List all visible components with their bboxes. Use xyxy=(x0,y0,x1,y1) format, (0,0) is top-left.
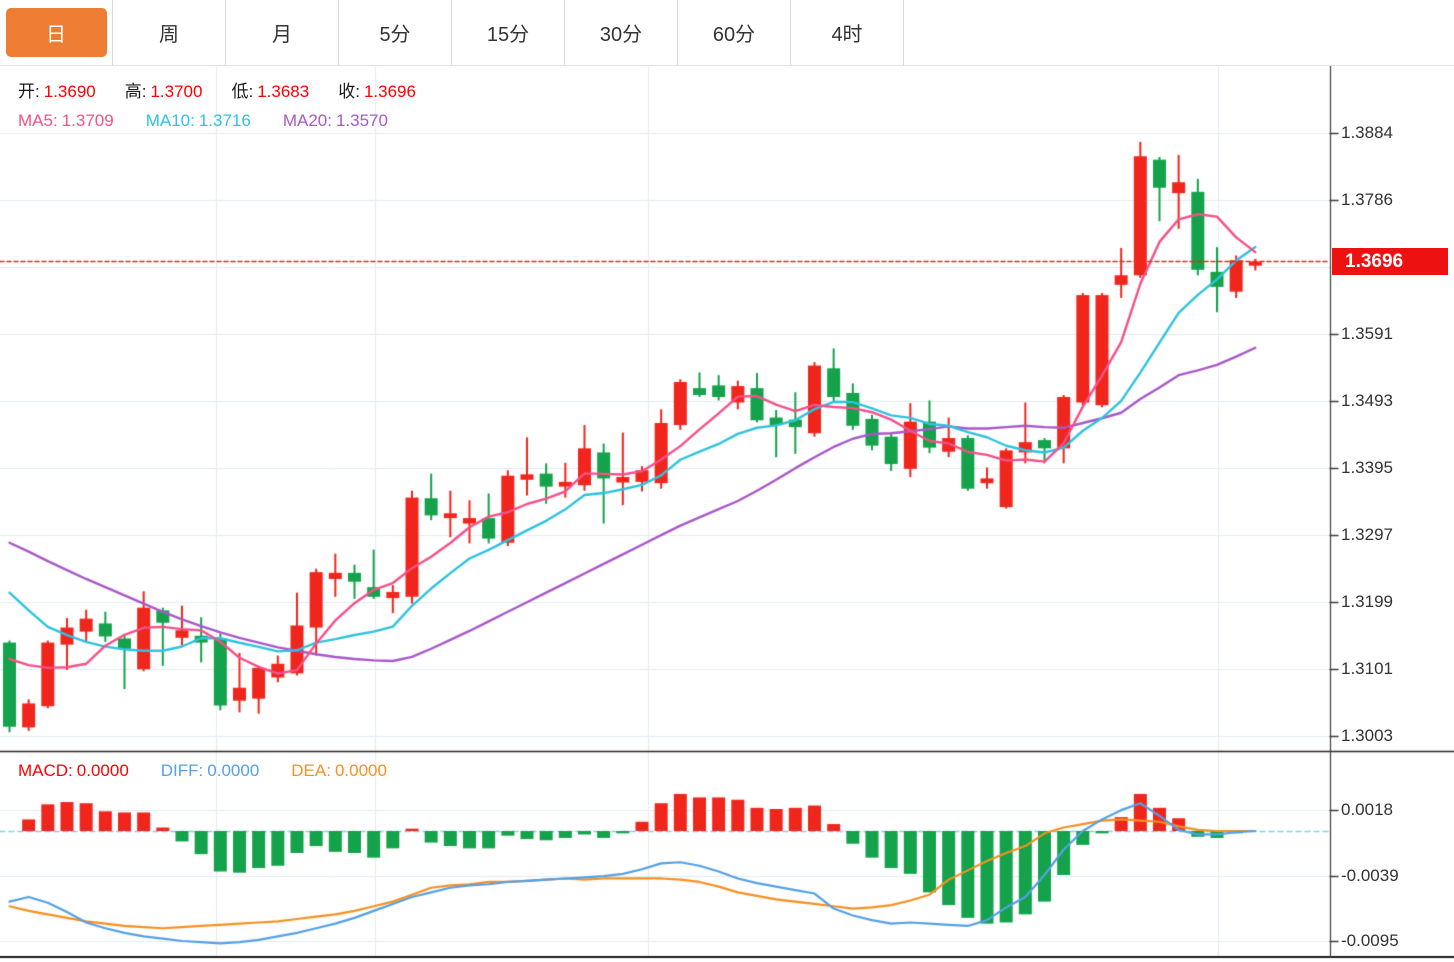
ma5-value: 1.3709 xyxy=(61,111,114,130)
ma10-label: MA10: xyxy=(145,111,195,130)
ma5-readout: MA5: 1.3709 xyxy=(18,111,114,131)
tab-timeframe-5[interactable]: 30分 xyxy=(565,0,678,65)
tab-label: 5分 xyxy=(379,24,411,46)
high-label: 高: xyxy=(124,82,147,101)
price-tick-0: 1.3884 xyxy=(1341,123,1393,142)
macd-tick-1: -0.0039 xyxy=(1341,866,1399,885)
close-readout: 收: 1.3696 xyxy=(338,82,416,102)
timeframe-tabbar: 日 周 月 5分 15分 30分 60分 4时 xyxy=(0,0,1454,66)
last-price-badge: 1.3696 xyxy=(1332,248,1448,275)
price-tick-3: 1.3493 xyxy=(1341,391,1393,410)
ma10-readout: MA10: 1.3716 xyxy=(146,111,251,131)
tab-label: 30分 xyxy=(599,24,643,46)
price-tick-1: 1.3786 xyxy=(1341,190,1393,209)
ma20-label: MA20: xyxy=(282,111,332,130)
tab-timeframe-7[interactable]: 4时 xyxy=(791,0,904,65)
ma10-value: 1.3716 xyxy=(198,111,251,130)
price-tick-5: 1.3297 xyxy=(1341,525,1393,544)
close-label: 收: xyxy=(338,82,360,101)
tab-timeframe-6[interactable]: 60分 xyxy=(678,0,791,65)
tab-label: 60分 xyxy=(712,24,756,46)
tab-label: 4时 xyxy=(831,24,863,46)
tab-label: 月 xyxy=(272,24,292,46)
macd-value-readout: MACD: 0.0000 xyxy=(18,761,129,781)
tab-timeframe-4[interactable]: 15分 xyxy=(452,0,565,65)
open-value: 1.3690 xyxy=(43,82,96,101)
tab-label: 15分 xyxy=(486,24,530,46)
ma20-value: 1.3570 xyxy=(335,111,388,130)
close-value: 1.3696 xyxy=(363,82,416,101)
price-tick-7: 1.3101 xyxy=(1341,659,1393,678)
open-label: 开: xyxy=(18,82,40,101)
tab-label: 周 xyxy=(159,24,179,46)
open-readout: 开: 1.3690 xyxy=(18,82,96,102)
diff-value-readout: DIFF: 0.0000 xyxy=(161,761,260,781)
macd-readout: MACD: 0.0000 DIFF: 0.0000 DEA: 0.0000 xyxy=(18,761,387,781)
low-readout: 低: 1.3683 xyxy=(231,82,309,102)
price-tick-8: 1.3003 xyxy=(1341,726,1393,745)
low-value: 1.3683 xyxy=(257,82,310,101)
macd-label: MACD: xyxy=(18,761,73,780)
price-tick-6: 1.3199 xyxy=(1341,592,1393,611)
tab-timeframe-1[interactable]: 周 xyxy=(113,0,226,65)
tab-timeframe-0[interactable]: 日 xyxy=(0,0,113,65)
ma20-readout: MA20: 1.3570 xyxy=(283,111,388,131)
low-label: 低: xyxy=(231,82,254,101)
tab-timeframe-2[interactable]: 月 xyxy=(226,0,339,65)
ma-readout: MA5: 1.3709 MA10: 1.3716 MA20: 1.3570 xyxy=(18,111,388,131)
diff-label: DIFF: xyxy=(160,761,204,780)
price-tick-4: 1.3395 xyxy=(1341,458,1393,477)
dea-value-readout: DEA: 0.0000 xyxy=(291,761,387,781)
dea-value: 0.0000 xyxy=(334,761,387,780)
dea-label: DEA: xyxy=(291,761,331,780)
price-tick-2: 1.3591 xyxy=(1341,324,1393,343)
ohlc-readout: 开: 1.3690 高: 1.3700 低: 1.3683 收: 1.3696 xyxy=(18,82,416,102)
tab-timeframe-3[interactable]: 5分 xyxy=(339,0,452,65)
macd-tick-2: -0.0095 xyxy=(1341,931,1399,950)
macd-tick-0: 0.0018 xyxy=(1341,800,1393,819)
ma5-label: MA5: xyxy=(18,111,58,130)
diff-value: 0.0000 xyxy=(207,761,260,780)
tab-label: 日 xyxy=(5,8,107,57)
high-value: 1.3700 xyxy=(150,82,203,101)
high-readout: 高: 1.3700 xyxy=(125,82,203,102)
macd-value: 0.0000 xyxy=(76,761,129,780)
